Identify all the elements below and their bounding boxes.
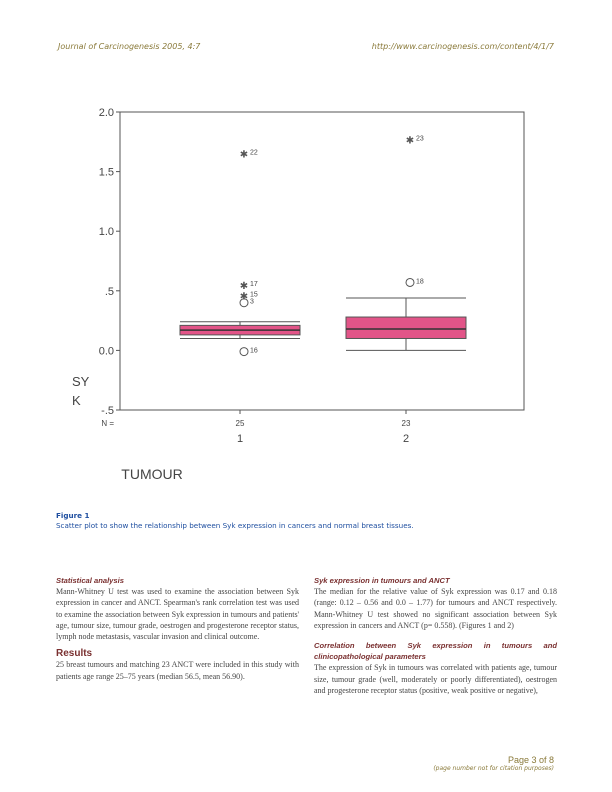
y-axis-label: SY <box>72 374 90 389</box>
group-n-value: 23 <box>402 419 411 428</box>
y-axis-label: K <box>72 393 81 408</box>
y-tick-label: 0.0 <box>99 345 114 357</box>
page-number: Page 3 of 8 <box>507 755 554 765</box>
left-column: Statistical analysis Mann-Whitney U test… <box>56 575 299 682</box>
outlier-star: ✱ <box>240 292 248 303</box>
journal-citation: Journal of Carcinogenesis 2005, 4:7 <box>58 42 201 51</box>
y-tick-label: 2.0 <box>99 107 114 119</box>
outlier-label: 18 <box>416 278 424 285</box>
x-tick-label: 2 <box>403 433 409 445</box>
outlier-label: 22 <box>250 150 258 157</box>
outlier-label: 16 <box>250 348 258 355</box>
y-tick-label: 1.5 <box>99 167 114 179</box>
outlier-circle <box>405 277 415 287</box>
syk-expression-text: The median for the relative value of Syk… <box>314 587 557 630</box>
x-axis-label: TUMOUR <box>121 466 182 482</box>
results-text: 25 breast tumours and matching 23 ANCT w… <box>56 660 299 681</box>
correlation-text: The expression of Syk in tumours was cor… <box>314 663 557 695</box>
page-header: Journal of Carcinogenesis 2005, 4:7 http… <box>58 42 554 54</box>
y-tick-label: -.5 <box>101 405 114 417</box>
box <box>345 316 467 339</box>
y-tick-label: 1.0 <box>99 226 114 238</box>
outlier-label: 15 <box>250 292 258 299</box>
figure-description: Scatter plot to show the relationship be… <box>56 521 414 530</box>
statistical-analysis-text: Mann-Whitney U test was used to examine … <box>56 587 299 642</box>
group-n-value: 25 <box>236 419 245 428</box>
outlier-label: 23 <box>416 135 424 142</box>
outlier-star: ✱ <box>240 281 248 292</box>
outlier-circle <box>239 298 249 308</box>
x-tick-label: 1 <box>237 433 243 445</box>
outlier-star: ✱ <box>240 150 248 161</box>
citation-note: (page number not for citation purposes) <box>433 765 554 772</box>
outlier-label: 17 <box>250 281 258 288</box>
results-heading: Results <box>56 648 93 660</box>
page-footer: Page 3 of 8 (page number not for citatio… <box>433 755 554 772</box>
correlation-heading: Correlation between Syk expression in tu… <box>314 641 557 662</box>
figure-caption: Figure 1 Scatter plot to show the relati… <box>56 511 556 531</box>
outlier-star: ✱ <box>406 135 414 146</box>
outlier-circle <box>239 347 249 357</box>
statistical-analysis-heading: Statistical analysis <box>56 576 124 585</box>
plot-frame <box>119 111 525 411</box>
figure-title: Figure 1 <box>56 511 90 520</box>
journal-url[interactable]: http://www.carcinogenesis.com/content/4/… <box>371 42 554 51</box>
n-label: N = <box>101 419 114 428</box>
right-column: Syk expression in tumours and ANCT The m… <box>314 575 557 696</box>
y-tick-label: .5 <box>105 286 114 298</box>
syk-expression-heading: Syk expression in tumours and ANCT <box>314 576 450 585</box>
outlier-label: 3 <box>250 299 254 306</box>
